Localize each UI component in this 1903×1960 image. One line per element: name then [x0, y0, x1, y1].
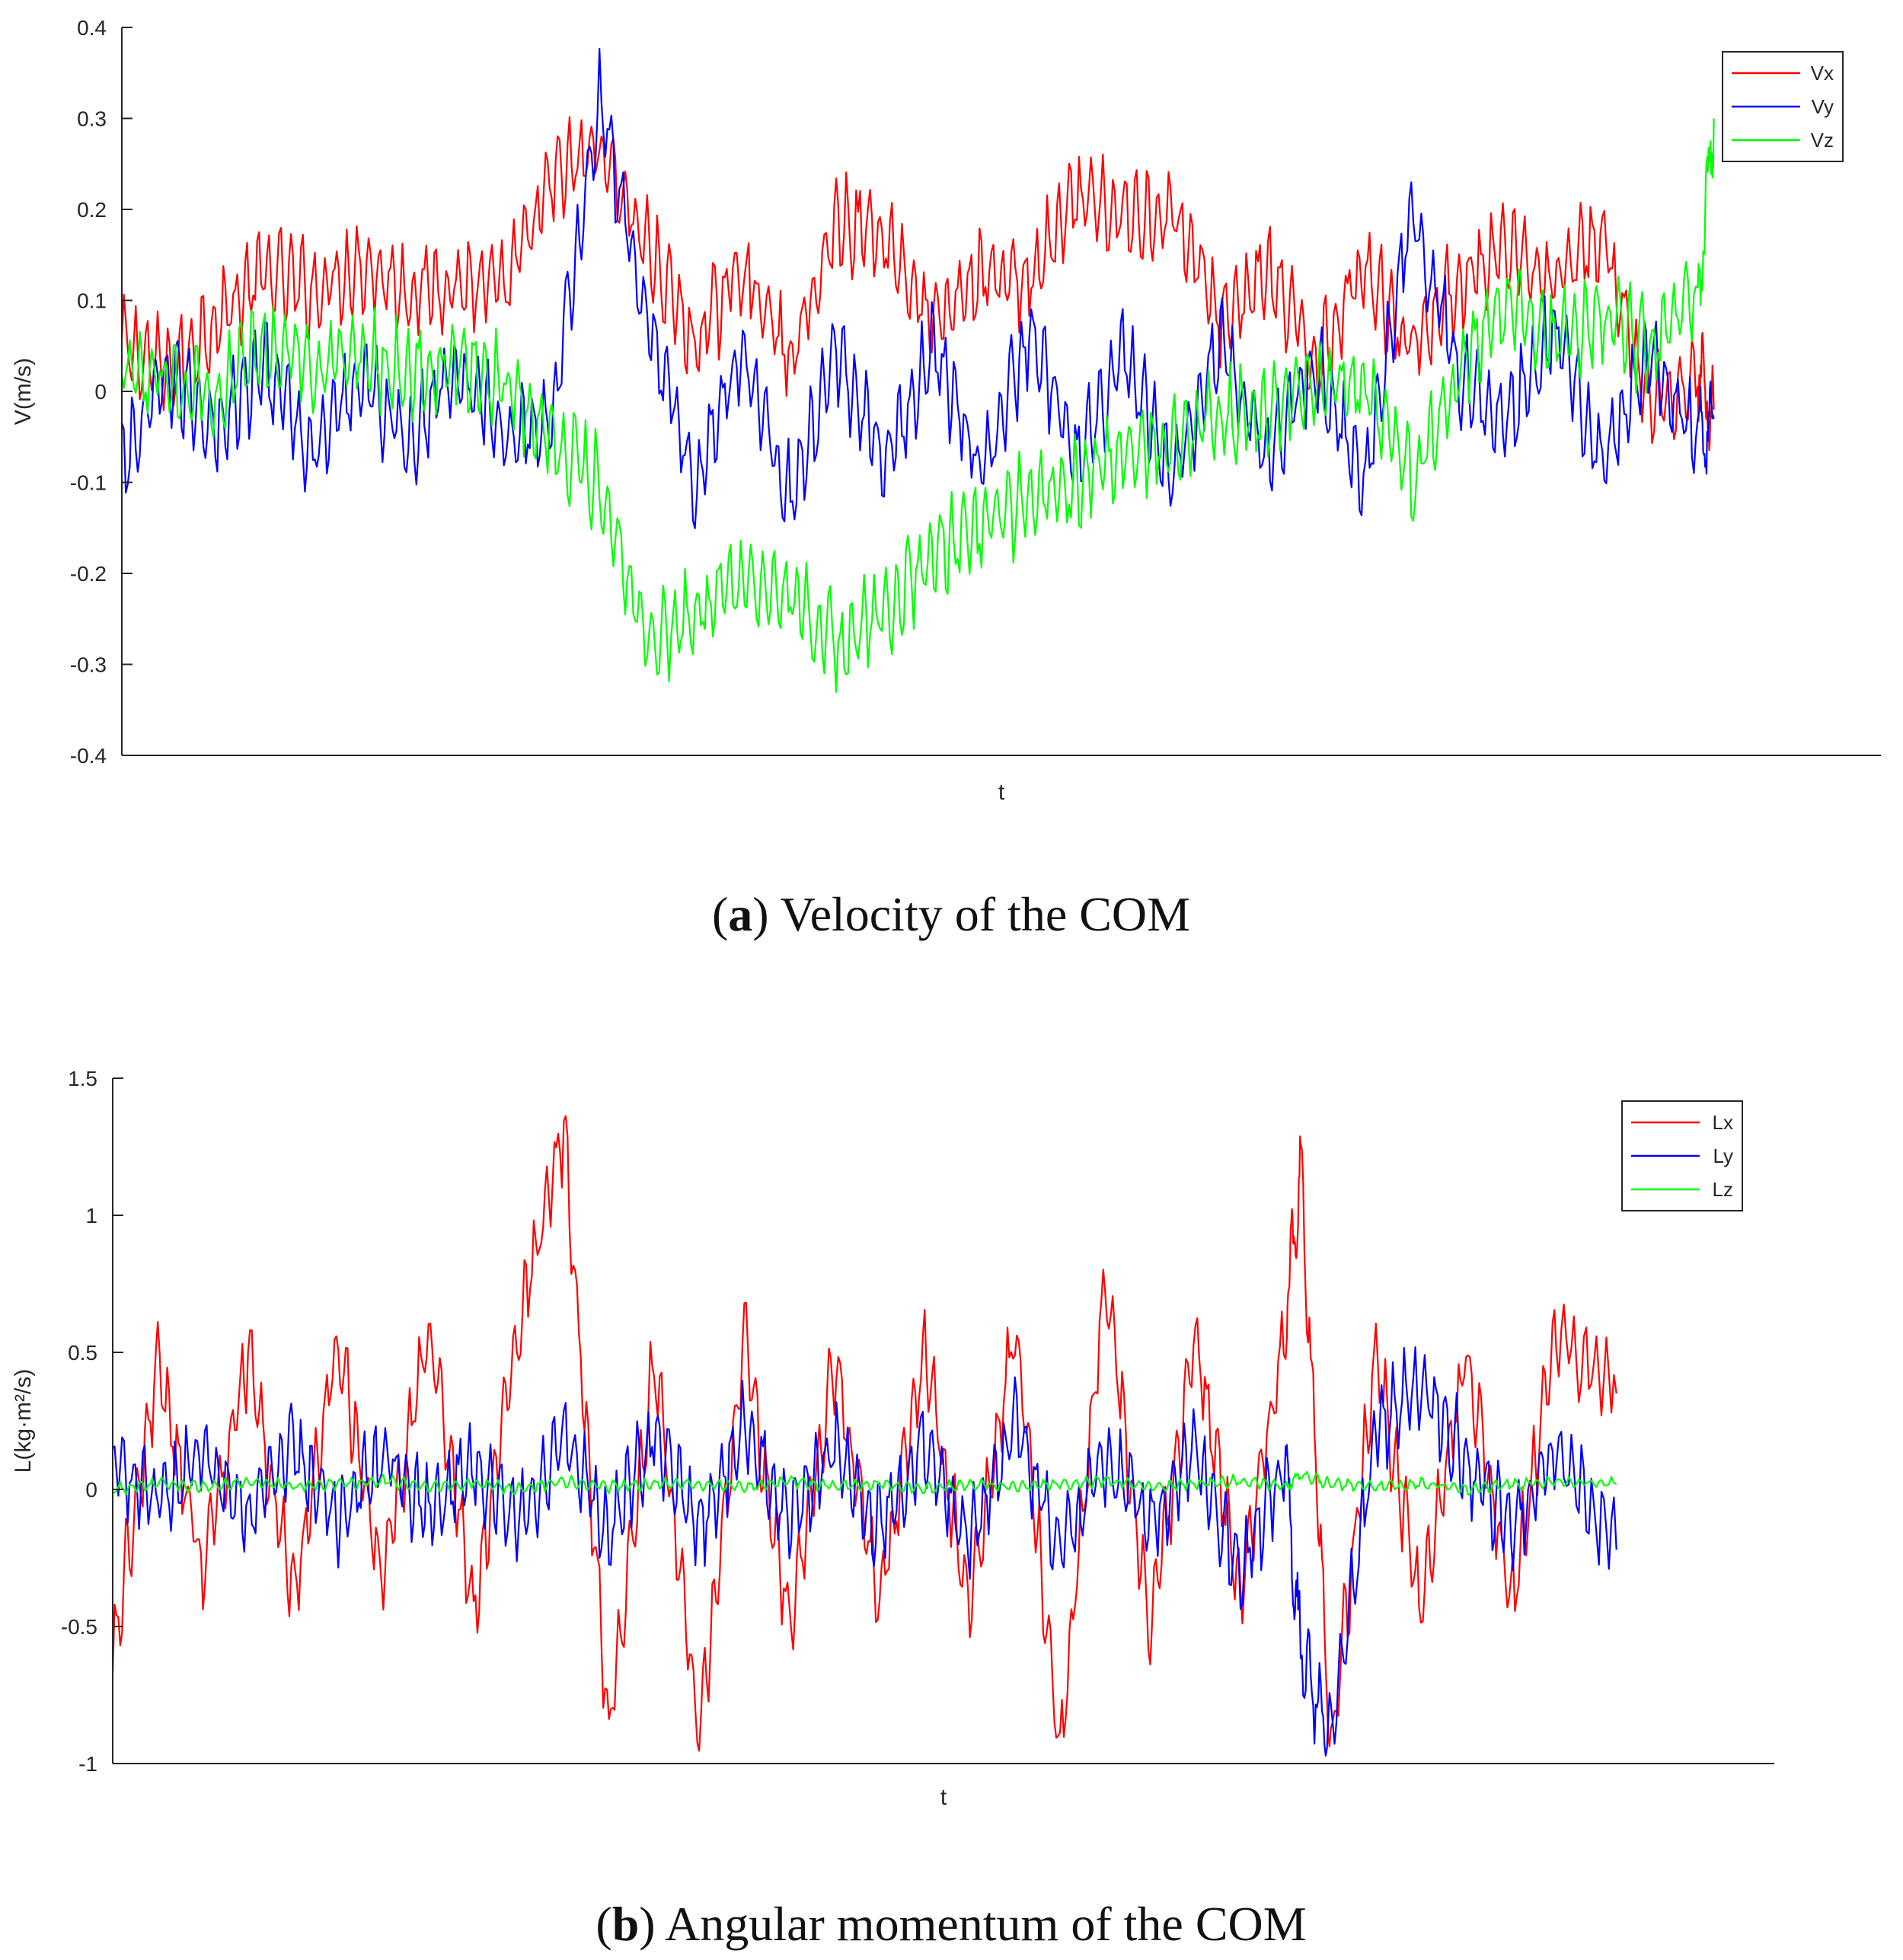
- legend-label-ly: Ly: [1713, 1144, 1734, 1167]
- y-tick-label: -0.1: [70, 471, 107, 495]
- y-tick-label: 0: [85, 1478, 97, 1502]
- series-line-ly: [112, 1346, 1617, 1757]
- y-tick-label: 0.2: [77, 198, 107, 222]
- series-line-lz: [112, 1470, 1617, 1496]
- x-axis-label: t: [940, 1785, 947, 1810]
- y-tick-label: -0.3: [70, 653, 107, 677]
- velocity-panel: 0.4 0.3 0.2 0.1 0 -0.1 -0.2 -0.3 -0.4 t V(m/s) Vx Vy…: [11, 16, 1881, 941]
- y-tick-label: 0.4: [77, 16, 107, 40]
- legend: Lx Ly Lz: [1621, 1100, 1743, 1211]
- legend: Vx Vy Vz: [1722, 51, 1844, 162]
- caption-text: Velocity of the COM: [780, 887, 1190, 941]
- legend-label-lz: Lz: [1713, 1178, 1733, 1201]
- y-tick-label: -0.4: [70, 744, 107, 768]
- series-line-vz: [120, 118, 1715, 693]
- legend-label-lx: Lx: [1713, 1111, 1733, 1134]
- y-tick-label: 0: [94, 380, 107, 404]
- y-tick-label: -0.2: [70, 562, 107, 586]
- y-tick-label: 1: [85, 1204, 97, 1227]
- figure-caption: (a) Velocity of the COM: [712, 887, 1190, 941]
- caption-close-paren: ): [752, 887, 780, 941]
- series-line-vx: [120, 116, 1715, 452]
- y-tick-label: 0.3: [77, 107, 107, 131]
- legend-label-vy: Vy: [1812, 95, 1834, 118]
- caption-open-paren: (: [712, 887, 728, 941]
- caption-close-paren: ): [639, 1897, 665, 1951]
- series-line-lx: [111, 1115, 1617, 1752]
- y-tick-label: -0.5: [61, 1615, 97, 1639]
- y-axis-label: V(m/s): [11, 358, 36, 425]
- legend-label-vz: Vz: [1811, 129, 1834, 152]
- y-axis-label: L(kg·m²/s): [11, 1369, 36, 1473]
- figure-caption: (b) Angular momentum of the COM: [595, 1897, 1306, 1951]
- y-tick-label: 0.1: [77, 289, 107, 313]
- legend-label-vx: Vx: [1811, 62, 1834, 85]
- y-tick-label: -1: [78, 1752, 97, 1776]
- x-axis-label: t: [998, 780, 1005, 805]
- y-tick-label: 1.5: [68, 1067, 97, 1090]
- caption-letter: b: [612, 1897, 640, 1951]
- caption-open-paren: (: [595, 1897, 611, 1951]
- caption-text: Angular momentum of the COM: [665, 1897, 1307, 1951]
- series-line-vy: [120, 47, 1715, 529]
- y-tick-label: 0.5: [68, 1341, 97, 1365]
- caption-letter: a: [728, 887, 752, 941]
- angular-momentum-panel: 1.5 1 0.5 0 -0.5 -1 t L(kg·m²/s) Lx Ly Lz (b) Angul…: [11, 1067, 1774, 1951]
